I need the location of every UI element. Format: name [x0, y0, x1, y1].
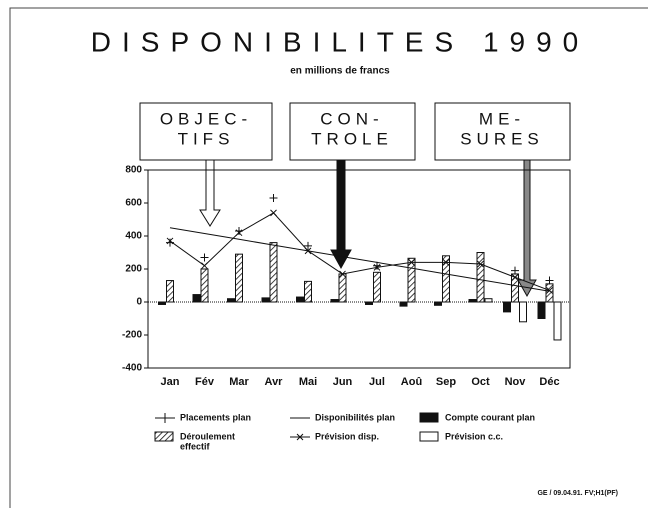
chart-title: DISPONIBILITES 1990: [91, 26, 589, 57]
marker: [200, 253, 209, 262]
marker: [477, 260, 484, 268]
bar: [158, 301, 166, 305]
bar: [338, 273, 347, 303]
marker: [201, 262, 208, 270]
bar: [476, 252, 485, 303]
y-tick-label: 0: [136, 297, 142, 308]
x-tick-label: Oct: [471, 376, 490, 388]
y-tick-label: -400: [122, 363, 142, 374]
legend-swatch: [154, 431, 174, 442]
bar: [537, 301, 546, 319]
line: [169, 212, 550, 291]
y-tick-label: 800: [125, 165, 142, 176]
x-tick-label: Aoû: [401, 376, 422, 388]
marker: [304, 247, 312, 255]
x-tick-label: Jun: [333, 376, 353, 388]
x-tick-label: Jul: [369, 376, 385, 388]
footer: GE / 09.04.91. FV;H1(PF): [537, 490, 618, 497]
annotation-box: [139, 102, 273, 161]
bar: [399, 301, 408, 307]
y-tick-label: 200: [125, 264, 142, 275]
marker: [269, 194, 278, 203]
y-tick-label: -200: [122, 330, 142, 341]
marker: [442, 259, 450, 266]
y-tick-label: 600: [125, 198, 142, 209]
x-tick-label: Mar: [229, 376, 249, 388]
bar: [442, 255, 450, 303]
bar: [519, 301, 527, 323]
bar: [434, 301, 442, 306]
marker: [304, 241, 312, 250]
legend-swatch: [296, 433, 304, 441]
annotation: TIFS: [178, 129, 235, 148]
bar: [269, 242, 278, 303]
bar: [484, 298, 493, 303]
annotation-box: [434, 102, 571, 161]
marker: [270, 209, 277, 217]
annotation-box: [289, 102, 416, 161]
marker: [339, 270, 346, 278]
marker: [373, 261, 381, 270]
annotation: CON-: [320, 109, 383, 128]
marker: [408, 259, 415, 266]
marker: [511, 266, 519, 275]
bar: [235, 253, 243, 303]
y-tick-label: 400: [125, 231, 142, 242]
bar: [503, 301, 511, 313]
marker: [546, 287, 553, 294]
bar: [330, 299, 339, 303]
x-tick-label: Déc: [539, 376, 559, 388]
bar: [227, 298, 235, 303]
bar: [468, 299, 477, 303]
frame: [9, 7, 648, 508]
arrow: [330, 159, 352, 270]
subtitle: en millions de francs: [290, 66, 390, 77]
legend-label: effectif: [180, 441, 211, 451]
bar: [192, 294, 201, 303]
legend-label: Déroulement: [180, 431, 235, 441]
annotation: TROLE: [311, 129, 393, 148]
marker: [511, 273, 519, 281]
x-tick-label: Avr: [265, 376, 284, 388]
arrow: [199, 159, 221, 227]
x-tick-label: Nov: [505, 376, 527, 388]
bar: [373, 271, 381, 303]
arrow: [517, 159, 537, 298]
marker: [545, 276, 554, 285]
legend-label: Prévision c.c.: [445, 431, 503, 441]
legend-label: Placements plan: [180, 412, 251, 422]
annotation: OBJEC-: [160, 109, 252, 128]
marker: [166, 238, 174, 247]
bar: [304, 280, 312, 303]
annotation: ME-: [479, 109, 525, 128]
marker: [235, 227, 243, 236]
line: [169, 227, 550, 292]
x-tick-label: Jan: [161, 376, 180, 388]
bar: [365, 301, 373, 305]
bar: [553, 301, 562, 341]
bar: [166, 280, 174, 303]
legend-label: Compte courant plan: [445, 412, 535, 422]
annotation: SURES: [460, 129, 544, 148]
legend-swatch: [419, 412, 439, 423]
legend-label: Disponibilités plan: [315, 412, 395, 422]
legend-label: Prévision disp.: [315, 431, 379, 441]
bar: [200, 268, 209, 303]
bar: [407, 257, 416, 303]
legend-swatch: [419, 431, 439, 442]
bar: [261, 297, 270, 303]
x-tick-label: Sep: [436, 376, 456, 388]
x-tick-label: Mai: [299, 376, 317, 388]
x-tick-label: Fév: [195, 376, 215, 388]
bar: [296, 296, 304, 303]
